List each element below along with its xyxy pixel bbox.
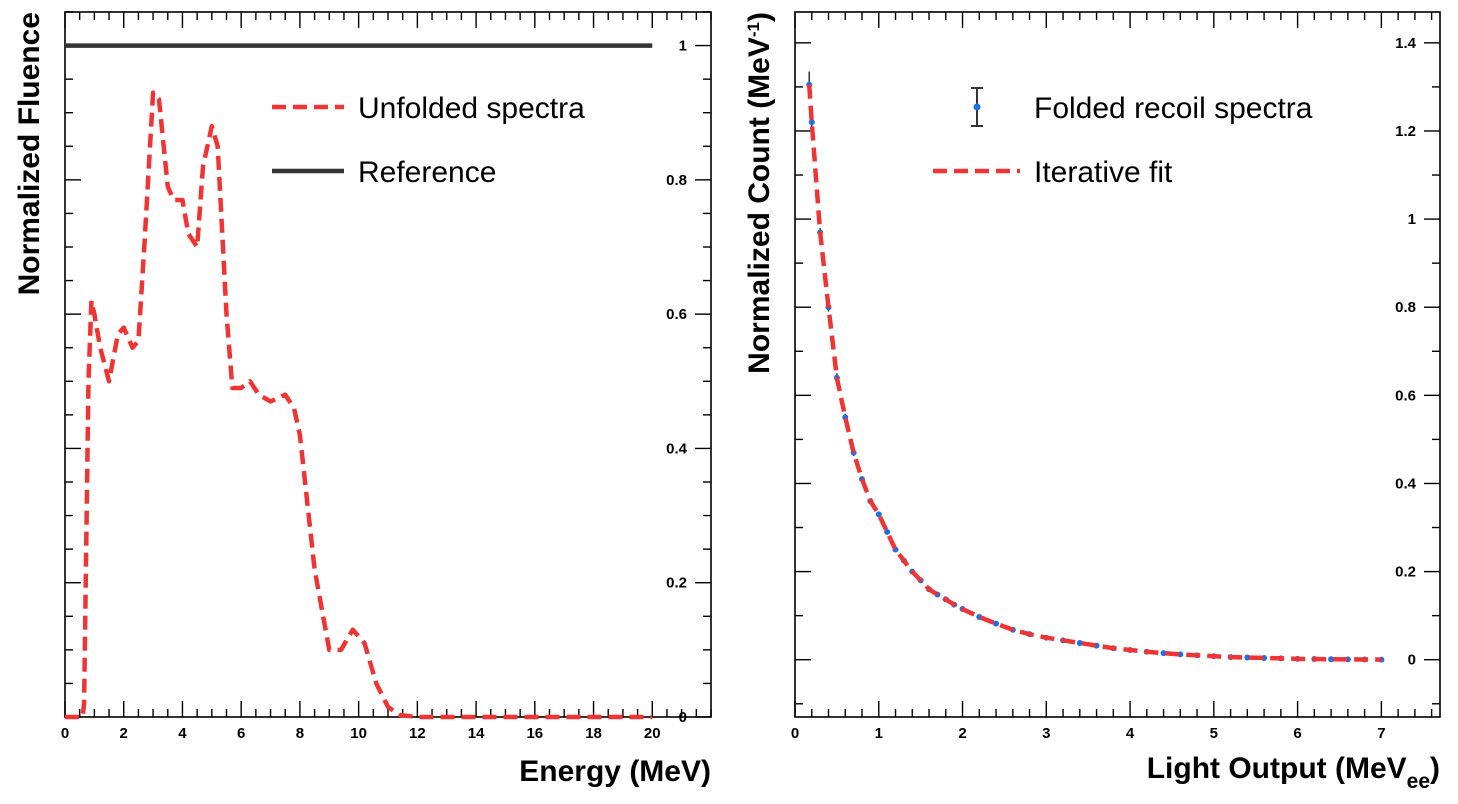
x-tick-label: 2 [120,725,128,742]
y-tick-label: 0.4 [666,440,688,457]
data-point [1328,656,1335,663]
y-tick-label: 1 [1408,211,1416,228]
x-tick-label: 4 [1126,725,1135,742]
legend: Folded recoil spectra Iterative fit [933,87,1313,189]
x-tick-label: 8 [296,725,304,742]
x-axis-title: Light Output (MeVee) [1147,752,1440,793]
x-tick-label: 18 [585,725,602,742]
x-tick-label: 6 [1293,725,1301,742]
data-point [875,511,882,518]
x-tick-label: 10 [350,725,367,742]
legend-label-unfolded: Unfolded spectra [358,92,585,125]
x-tick-label: 4 [178,725,187,742]
y-tick-label: 0.6 [1395,387,1416,404]
x-tick-label: 3 [1042,725,1050,742]
x-tick-label: 0 [791,725,799,742]
data-point [1244,654,1251,661]
data-point [1076,639,1083,646]
iterative-fit-line [806,84,1382,662]
y-tick-label: 1.4 [1395,35,1417,52]
unfolded-spectra-line [65,90,653,720]
y-tick-label: 1.2 [1395,123,1416,140]
y-tick-label: 0.8 [666,172,687,189]
x-axis-title: Energy (MeV) [519,755,711,788]
x-tick-label: 5 [1210,725,1218,742]
data-point [993,620,1000,627]
x-tick-label: 7 [1377,725,1385,742]
y-tick-label: 0 [1408,652,1416,669]
x-tick-label: 16 [526,725,543,742]
x-tick-label: 0 [61,725,69,742]
x-tick-label: 6 [237,725,245,742]
axis-ticks: 0 2 4 6 8 10 12 14 16 18 20 0 0.2 0.4 0.6 0.8 1 [61,11,712,742]
plot-frame [794,11,1441,718]
legend-label-fit: Iterative fit [1034,156,1173,189]
y-tick-label: 0.6 [666,306,687,323]
x-tick-label: 1 [875,725,883,742]
y-tick-label: 0 [679,709,687,726]
legend-swatch-folded [971,87,983,127]
legend-label-folded: Folded recoil spectra [1034,92,1313,125]
x-tick-label: 12 [409,725,426,742]
fluence-chart: 0 2 4 6 8 10 12 14 16 18 20 0 0.2 0.4 0.6 0.8 1 Unfolded… [13,11,712,788]
y-axis-title: Normalized Count (MeV-1) [743,12,776,374]
data-point [1160,650,1167,657]
series-layer [65,43,653,720]
series-layer [806,71,1385,663]
y-tick-label: 1 [679,38,687,55]
data-point [884,528,891,535]
legend-label-reference: Reference [358,156,496,189]
y-tick-label: 0.2 [1395,564,1416,581]
x-tick-label: 2 [958,725,966,742]
light-output-chart: 0 1 2 3 4 5 6 7 0 0.2 0.4 0.6 0.8 1 1.2 1.4 Folded reco… [743,11,1441,793]
data-point [808,119,815,126]
axis-ticks: 0 1 2 3 4 5 6 7 0 0.2 0.4 0.6 0.8 1 1.2 1.4 [791,12,1440,742]
y-tick-label: 0.2 [666,575,687,592]
y-axis-title: Normalized Fluence [13,12,46,295]
x-tick-label: 14 [468,725,485,742]
y-tick-label: 0.4 [1395,475,1417,492]
y-tick-label: 0.8 [1395,299,1416,316]
x-tick-label: 20 [644,725,661,742]
legend: Unfolded spectra Reference [272,92,585,189]
